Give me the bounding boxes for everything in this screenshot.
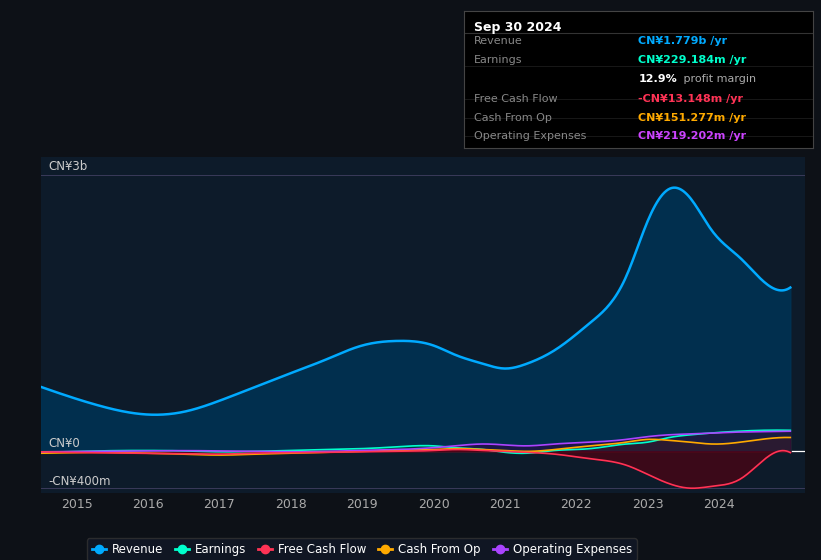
Text: Earnings: Earnings xyxy=(475,55,523,65)
Text: CN¥1.779b /yr: CN¥1.779b /yr xyxy=(639,36,727,46)
Text: Operating Expenses: Operating Expenses xyxy=(475,130,587,141)
Text: Cash From Op: Cash From Op xyxy=(475,113,553,123)
Text: Sep 30 2024: Sep 30 2024 xyxy=(475,21,562,34)
Legend: Revenue, Earnings, Free Cash Flow, Cash From Op, Operating Expenses: Revenue, Earnings, Free Cash Flow, Cash … xyxy=(87,538,636,560)
Text: CN¥151.277m /yr: CN¥151.277m /yr xyxy=(639,113,746,123)
Text: CN¥3b: CN¥3b xyxy=(48,160,87,174)
Text: CN¥0: CN¥0 xyxy=(48,437,80,450)
Text: profit margin: profit margin xyxy=(680,74,756,85)
Text: CN¥219.202m /yr: CN¥219.202m /yr xyxy=(639,130,746,141)
Text: -CN¥13.148m /yr: -CN¥13.148m /yr xyxy=(639,94,743,104)
Text: CN¥229.184m /yr: CN¥229.184m /yr xyxy=(639,55,747,65)
Text: Free Cash Flow: Free Cash Flow xyxy=(475,94,558,104)
Text: 12.9%: 12.9% xyxy=(639,74,677,85)
Text: Revenue: Revenue xyxy=(475,36,523,46)
Text: -CN¥400m: -CN¥400m xyxy=(48,475,111,488)
